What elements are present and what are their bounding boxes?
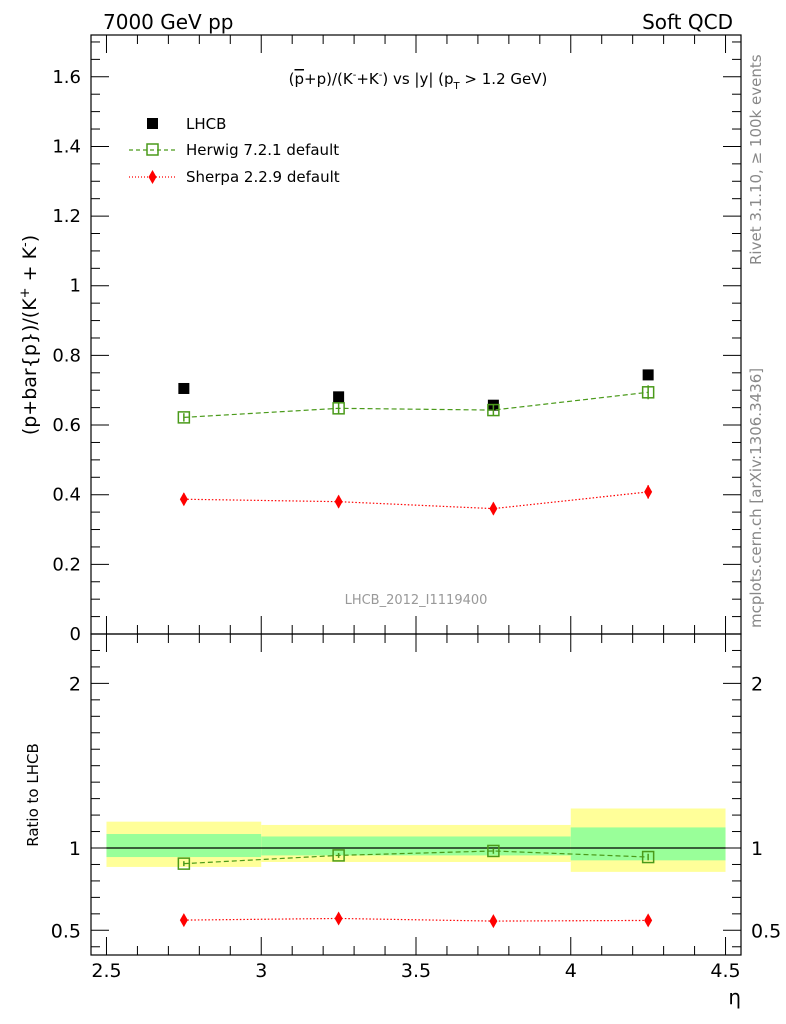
legend-label-sherpa: Sherpa 2.2.9 default [186, 168, 340, 186]
main-herwig-line [183, 391, 649, 418]
main-herwig-point [641, 386, 655, 399]
ratio-bands [106, 808, 726, 872]
data-marks [177, 369, 655, 929]
ratio-ytick-label: 1 [69, 838, 81, 860]
ratio-ytick-label-right: 1 [751, 838, 763, 860]
header-right: Soft QCD [642, 10, 733, 34]
main-ytick-label: 0.4 [52, 485, 81, 506]
x-tick-label: 4 [565, 960, 577, 982]
ratio-herwig-point [332, 849, 345, 862]
main-sherpa-point [334, 494, 343, 509]
axes: 0 0.2 0.4 0.6 0.8 1 1.2 1.4 1.6 2.5 3 3.5 4 4.5 0.5 0.5… [51, 34, 781, 982]
legend-label-herwig: Herwig 7.2.1 default [186, 141, 339, 159]
ratio-ytick-label-right: 0.5 [751, 920, 781, 942]
ratio-sherpa-point [179, 913, 188, 928]
x-tick-label: 4.5 [710, 960, 740, 982]
main-ytick-label: 1.6 [52, 67, 81, 88]
legend: LHCB Herwig 7.2.1 default Sherpa 2.2.9 d… [129, 115, 340, 186]
ratio-ytick-label-right: 2 [751, 673, 763, 695]
ratio-sherpa-line [183, 917, 649, 922]
x-tick-label: 3.5 [401, 960, 431, 982]
main-herwig-point [332, 402, 345, 415]
ratio-sherpa-point [644, 913, 653, 928]
main-ylabel: (p+bar{p})/(K+ + K-) [18, 235, 41, 435]
ratio-plot-frame [90, 633, 742, 956]
ratio-band-green [261, 836, 416, 856]
ratio-sherpa-point [334, 911, 343, 926]
main-sherpa-point [489, 501, 498, 516]
main-sherpa-line [183, 491, 649, 510]
analysis-label: LHCB_2012_I1119400 [345, 593, 488, 608]
main-ytick-label: 0.2 [52, 554, 81, 575]
main-herwig-point [177, 411, 191, 424]
main-lhcb-point [178, 382, 190, 394]
ratio-ylabel: Ratio to LHCB [24, 743, 42, 847]
main-ytick-label: 0 [70, 624, 81, 645]
main-lhcb-point [642, 369, 654, 381]
main-ytick-label: 0.8 [52, 345, 81, 366]
ratio-ytick-label: 2 [69, 673, 81, 695]
main-sherpa-point [644, 484, 653, 499]
legend-label-lhcb: LHCB [186, 115, 226, 133]
ratio-herwig-point [641, 850, 655, 864]
ratio-band-green [106, 834, 262, 858]
main-ytick-label: 1.2 [52, 206, 81, 227]
main-ytick-label: 0.6 [52, 415, 81, 436]
main-ytick-label: 1 [70, 276, 81, 297]
mcplots-label: mcplots.cern.ch [arXiv:1306.3436] [747, 368, 765, 628]
x-axis-label: η [728, 985, 741, 1009]
header-left: 7000 GeV pp [103, 10, 234, 34]
legend-marker-lhcb [147, 118, 158, 129]
x-tick-label: 3 [255, 960, 267, 982]
ratio-herwig-point [177, 857, 191, 870]
ratio-ytick-label: 0.5 [51, 920, 81, 942]
legend-marker-sherpa [148, 170, 157, 184]
legend-marker-herwig [146, 143, 159, 156]
main-lhcb-point [333, 391, 345, 403]
main-ytick-label: 1.4 [52, 136, 81, 157]
main-sherpa-point [179, 492, 188, 507]
ratio-herwig-point [487, 844, 500, 858]
ratio-sherpa-point [489, 914, 498, 929]
x-tick-label: 2.5 [91, 960, 121, 982]
plot-title: (p+p)/(K-+K-) vs |y| (pT > 1.2 GeV) [289, 70, 548, 92]
ratio-herwig-line [183, 850, 649, 865]
rivet-label: Rivet 3.1.10, ≥ 100k events [747, 54, 765, 265]
main-herwig-point [487, 403, 500, 417]
